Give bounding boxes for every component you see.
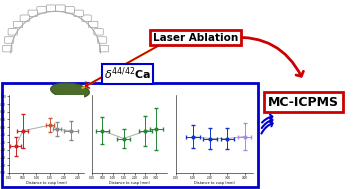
FancyBboxPatch shape [74, 10, 83, 16]
FancyBboxPatch shape [94, 29, 103, 35]
FancyBboxPatch shape [4, 37, 14, 43]
FancyBboxPatch shape [89, 21, 98, 28]
X-axis label: Distance to cusp (mm): Distance to cusp (mm) [109, 181, 150, 185]
FancyBboxPatch shape [56, 5, 65, 11]
FancyBboxPatch shape [2, 83, 258, 187]
FancyBboxPatch shape [46, 5, 56, 11]
FancyBboxPatch shape [20, 15, 29, 21]
FancyBboxPatch shape [98, 37, 107, 43]
FancyBboxPatch shape [82, 15, 91, 21]
FancyBboxPatch shape [3, 46, 12, 52]
FancyBboxPatch shape [99, 46, 109, 52]
FancyBboxPatch shape [65, 7, 74, 13]
Polygon shape [51, 83, 89, 98]
Text: MC-ICPMS: MC-ICPMS [268, 96, 339, 108]
Text: $\delta^{44/42}$Ca: $\delta^{44/42}$Ca [104, 66, 151, 82]
X-axis label: Distance to cusp (mm): Distance to cusp (mm) [194, 181, 235, 185]
FancyBboxPatch shape [28, 10, 37, 16]
FancyBboxPatch shape [13, 21, 23, 28]
FancyBboxPatch shape [8, 29, 18, 35]
FancyBboxPatch shape [37, 7, 46, 13]
X-axis label: Distance to cusp (mm): Distance to cusp (mm) [26, 181, 67, 185]
Text: Laser Ablation: Laser Ablation [153, 33, 238, 43]
